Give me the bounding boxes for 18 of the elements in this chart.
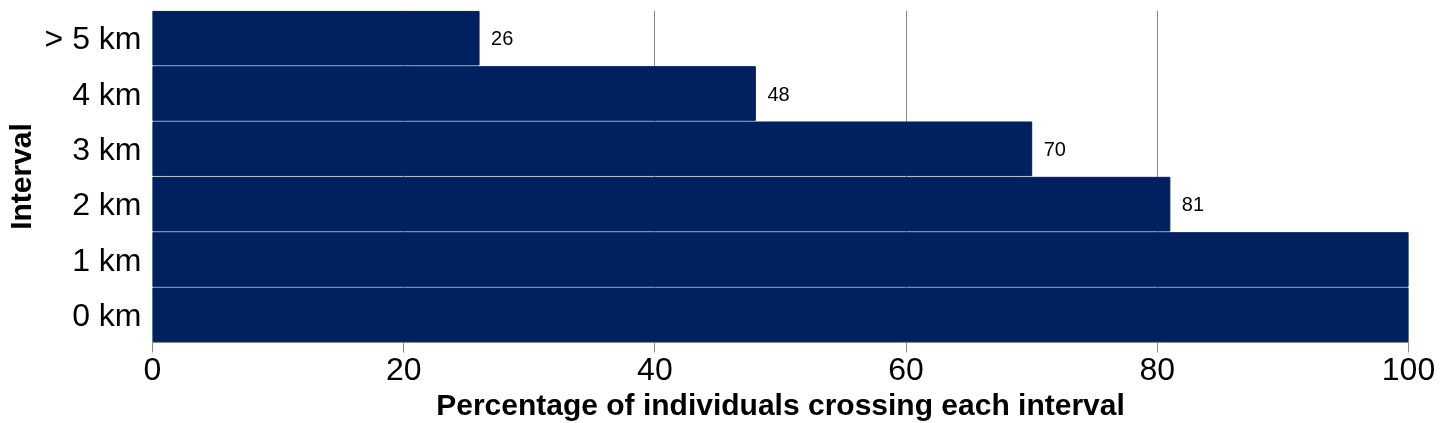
y-tick-label: 4 km <box>72 75 142 112</box>
data-label: 70 <box>1043 137 1066 160</box>
y-tick-label: 2 km <box>72 186 142 223</box>
y-tick-label: 1 km <box>72 241 142 278</box>
y-tick-label: 0 km <box>72 296 142 333</box>
data-label: 26 <box>491 27 514 50</box>
y-tick-label: > 5 km <box>44 20 142 57</box>
x-tick-label: 60 <box>888 350 924 387</box>
data-label: 48 <box>767 82 790 105</box>
x-tick-label: 100 <box>1381 350 1436 387</box>
y-tick-label: 3 km <box>72 130 142 167</box>
x-tick-label: 80 <box>1139 350 1176 387</box>
y-axis-title: Interval <box>3 123 37 230</box>
x-tick-label: 40 <box>637 350 673 387</box>
data-label: 81 <box>1181 193 1205 216</box>
x-tick-label: 20 <box>385 350 422 387</box>
x-axis-title: Percentage of individuals crossing each interval <box>436 387 1125 421</box>
x-tick-label: 0 <box>143 350 162 387</box>
